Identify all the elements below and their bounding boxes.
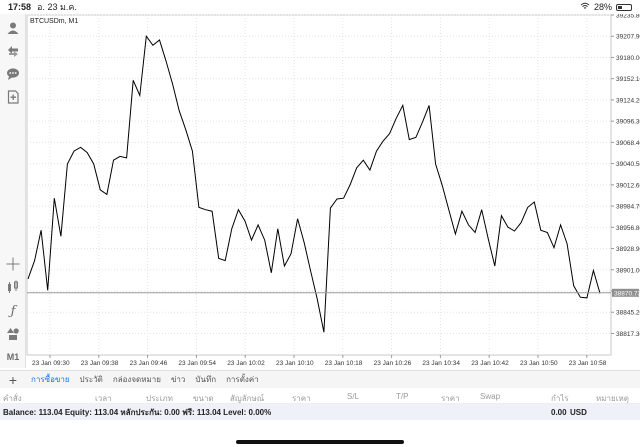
status-right: 28% [580, 2, 632, 12]
battery-percent: 28% [593, 2, 612, 12]
y-tick-label: 38956.80 [616, 225, 640, 232]
tab-trade[interactable]: การซื้อขาย [31, 375, 70, 384]
col-profit: กำไร [551, 394, 569, 403]
home-indicator[interactable] [236, 440, 404, 444]
col-symbol: สัญลักษณ์ [230, 394, 265, 403]
orders-header: คำสั่ง เวลา ประเภท ขนาด สัญลักษณ์ ราคา S… [0, 388, 640, 404]
x-tick-label: 23 Jan 10:34 [422, 360, 460, 367]
y-tick-label: 39096.30 [616, 119, 640, 126]
trade-arrows-icon[interactable] [3, 41, 23, 61]
battery-fill [618, 5, 622, 9]
y-tick-label: 39180.00 [616, 55, 640, 62]
chat-icon[interactable] [3, 64, 23, 84]
current-price-tag [612, 288, 639, 297]
price-line[interactable] [27, 34, 601, 333]
y-tick-label: 39207.90 [616, 34, 640, 41]
x-tick-label: 23 Jan 10:10 [276, 360, 314, 367]
currency: USD [570, 408, 587, 417]
y-tick-label: 39124.20 [616, 97, 640, 104]
price-chart[interactable]: 39235.80 39207.90 39180.00 39152.10 39124.20… [26, 14, 640, 368]
y-tick-label: 39012.60 [616, 182, 640, 189]
y-tick-label: 39152.10 [616, 76, 640, 83]
add-document-icon[interactable] [3, 87, 23, 107]
tab-history[interactable]: ประวัติ [79, 375, 103, 384]
status-date: อ. 23 ม.ค. [37, 2, 77, 12]
person-icon[interactable] [3, 18, 23, 38]
timeframe-button[interactable]: M1 [6, 352, 20, 362]
y-tick-label: 38901.00 [616, 267, 640, 274]
x-tick-label: 23 Jan 09:30 [32, 360, 70, 367]
col-price: ราคา [292, 394, 311, 403]
current-price-label: 38870.73 [614, 290, 640, 297]
col-current-price: ราคา [441, 394, 460, 403]
col-volume: ขนาด [193, 394, 214, 403]
col-sl: S/L [347, 392, 360, 401]
col-type: ประเภท [146, 394, 173, 403]
tab-news[interactable]: ข่าว [170, 375, 186, 384]
tab-journal[interactable]: บันทึก [195, 375, 217, 384]
chart-svg[interactable]: 39235.80 39207.90 39180.00 39152.10 39124.20… [26, 14, 640, 368]
x-tick-label: 23 Jan 10:42 [471, 360, 509, 367]
y-tick-label: 39068.40 [616, 140, 640, 147]
col-tp: T/P [396, 392, 409, 401]
status-time: 17:58 [8, 2, 32, 12]
balance-summary: Balance: 113.04 Equity: 113.04 หลักประกั… [3, 407, 272, 417]
objects-icon[interactable] [3, 324, 23, 344]
x-tick-label: 23 Jan 10:18 [325, 360, 363, 367]
indicator-icon[interactable] [3, 277, 23, 297]
left-toolbar: ƒ M1 [0, 14, 26, 368]
x-tick-label: 23 Jan 09:38 [81, 360, 119, 367]
function-icon[interactable]: ƒ [10, 303, 16, 319]
x-tick-label: 23 Jan 09:46 [130, 360, 168, 367]
wifi-icon [580, 2, 590, 12]
col-swap: Swap [480, 392, 501, 401]
balance-row: Balance: 113.04 Equity: 113.04 หลักประกั… [0, 404, 640, 420]
y-tick-label: 38817.30 [616, 331, 640, 338]
x-tick-label: 23 Jan 10:50 [520, 360, 558, 367]
x-tick-label: 23 Jan 10:26 [374, 360, 412, 367]
y-tick-label: 38928.90 [616, 246, 640, 253]
x-tick-label: 23 Jan 10:02 [227, 360, 265, 367]
y-tick-label: 38845.20 [616, 310, 640, 317]
x-tick-label: 23 Jan 09:54 [178, 360, 216, 367]
tab-mailbox[interactable]: กล่องจดหมาย [112, 375, 161, 384]
crosshair-icon[interactable] [3, 254, 23, 274]
status-bar: 17:58 อ. 23 ม.ค. 28% [0, 0, 640, 14]
symbol-label: BTCUSDm, M1 [30, 18, 78, 25]
y-tick-label: 38984.70 [616, 204, 640, 211]
battery-icon [616, 3, 632, 11]
col-order: คำสั่ง [3, 394, 22, 403]
x-tick-label: 23 Jan 10:58 [569, 360, 607, 367]
terminal-tabs: + การซื้อขาย ประวัติ กล่องจดหมาย ข่าว บั… [0, 370, 640, 388]
total-profit: 0.00 [551, 408, 567, 417]
y-tick-label: 39040.50 [616, 161, 640, 168]
y-tick-label: 39235.80 [616, 14, 640, 20]
col-time: เวลา [95, 394, 112, 403]
tab-settings[interactable]: การตั้งค่า [226, 375, 259, 384]
col-comment: หมายเหตุ [596, 394, 629, 403]
new-order-button[interactable]: + [8, 371, 18, 388]
